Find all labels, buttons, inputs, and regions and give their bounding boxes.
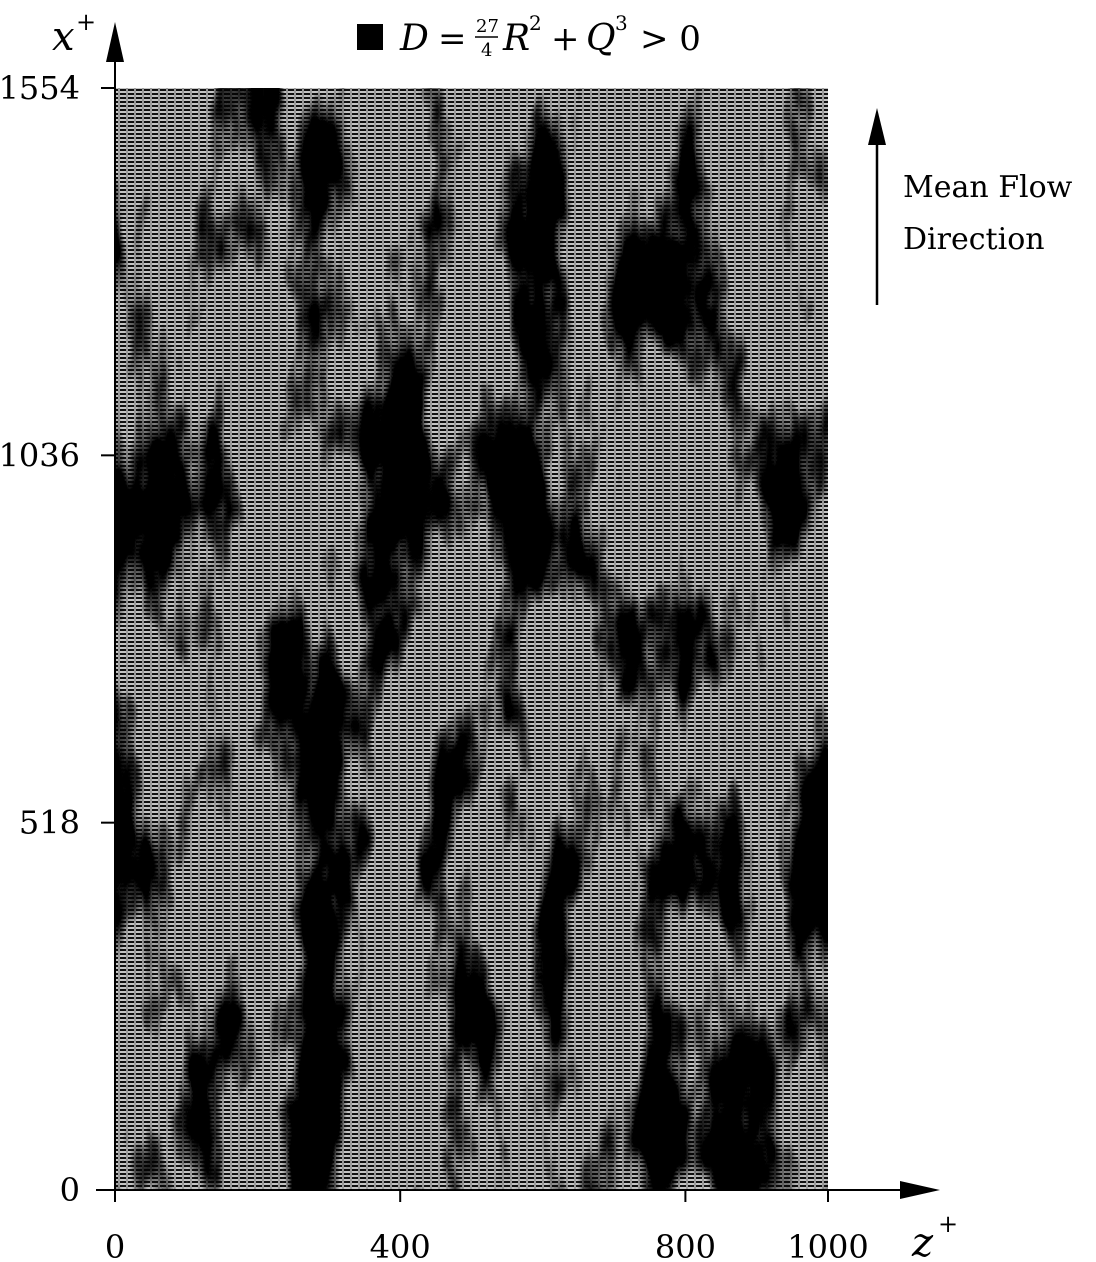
y-axis-label: x + bbox=[52, 8, 96, 60]
y-axis-arrow-icon bbox=[106, 22, 124, 62]
y-tick-label: 0 bbox=[60, 1171, 80, 1209]
x-label-base: z bbox=[911, 1220, 934, 1262]
y-label-base: x bbox=[52, 14, 75, 60]
x-axis-label: z + bbox=[911, 1210, 958, 1262]
title-plus: + bbox=[551, 19, 580, 59]
title-lhs: D bbox=[399, 18, 429, 59]
flow-arrow-icon bbox=[868, 108, 886, 145]
x-tick-label: 1000 bbox=[787, 1228, 868, 1262]
y-ticks: 0 518 1036 1554 bbox=[0, 69, 115, 1209]
x-tick-label: 400 bbox=[370, 1228, 431, 1262]
title-frac-denominator: 4 bbox=[481, 40, 492, 61]
axes bbox=[96, 22, 940, 1199]
x-tick-label: 0 bbox=[105, 1228, 125, 1262]
chart-title: D = 27 4 R 2 + Q 3 > 0 bbox=[357, 11, 701, 61]
x-axis-arrow-icon bbox=[900, 1181, 940, 1199]
title-r-term: R bbox=[502, 18, 530, 59]
x-label-sup: + bbox=[938, 1210, 958, 1238]
y-tick-label: 1554 bbox=[0, 69, 80, 107]
flow-label-line1: Mean Flow bbox=[903, 170, 1073, 205]
positive-discriminant-regions bbox=[115, 88, 828, 1190]
title-q-term: Q bbox=[586, 18, 616, 59]
legend-swatch bbox=[357, 24, 383, 50]
x-tick-label: 800 bbox=[655, 1228, 716, 1262]
y-tick-label: 1036 bbox=[0, 436, 80, 474]
y-tick-label: 518 bbox=[19, 804, 80, 842]
title-rhs: > 0 bbox=[640, 19, 701, 59]
title-frac-numerator: 27 bbox=[476, 16, 499, 37]
mean-flow-annotation: Mean Flow Direction bbox=[868, 108, 1073, 305]
flow-label-line2: Direction bbox=[903, 222, 1045, 257]
title-q-exponent: 3 bbox=[615, 11, 628, 35]
title-r-exponent: 2 bbox=[529, 11, 542, 35]
y-label-sup: + bbox=[76, 8, 96, 36]
x-ticks: 0 400 800 1000 bbox=[105, 1190, 869, 1262]
heatmap-field bbox=[115, 88, 828, 1190]
title-equals: = bbox=[438, 19, 467, 59]
